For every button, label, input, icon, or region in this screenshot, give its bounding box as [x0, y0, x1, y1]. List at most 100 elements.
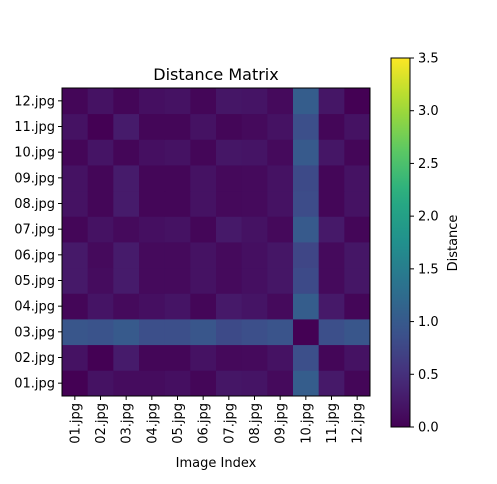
heatmap-cell	[164, 190, 191, 217]
heatmap-cell	[113, 113, 140, 140]
heatmap-cell	[344, 319, 371, 346]
colorbar-tick-label: 2.5	[418, 157, 439, 172]
heatmap-cell	[267, 293, 294, 320]
heatmap-cell	[216, 344, 243, 371]
heatmap-cell	[241, 242, 268, 269]
colorbar-tick-label: 0.0	[418, 421, 439, 436]
y-tick-label: 05.jpg	[14, 274, 55, 289]
heatmap-cell	[190, 113, 217, 140]
heatmap-cell	[267, 190, 294, 217]
heatmap-cell	[267, 242, 294, 269]
heatmap-cell	[164, 267, 191, 294]
heatmap-cell	[62, 319, 89, 346]
heatmap-cell	[344, 165, 371, 192]
colorbar-tick-label: 3.0	[418, 104, 439, 119]
heatmap-cell	[318, 293, 345, 320]
y-tick-label: 09.jpg	[14, 171, 55, 186]
heatmap-cell	[190, 139, 217, 166]
heatmap-cell	[113, 370, 140, 397]
heatmap-cell	[139, 165, 166, 192]
heatmap-cell	[113, 88, 140, 115]
heatmap-cell	[267, 216, 294, 243]
heatmap-cell	[62, 113, 89, 140]
heatmap-cell	[344, 139, 371, 166]
heatmap-cell	[62, 242, 89, 269]
heatmap-cell	[87, 113, 114, 140]
heatmap-cell	[318, 88, 345, 115]
heatmap-cell	[216, 267, 243, 294]
heatmap-cell	[87, 190, 114, 217]
heatmap-cell	[139, 242, 166, 269]
y-tick-label: 11.jpg	[14, 120, 55, 135]
heatmap-cell	[87, 88, 114, 115]
heatmap-cell	[190, 370, 217, 397]
heatmap-cell	[139, 216, 166, 243]
heatmap-cell	[190, 190, 217, 217]
colorbar-tick-label: 3.5	[418, 52, 439, 67]
heatmap-cell	[62, 139, 89, 166]
heatmap-cell	[344, 242, 371, 269]
heatmap-cell	[293, 88, 320, 115]
heatmap-cell	[62, 370, 89, 397]
heatmap-cell	[241, 370, 268, 397]
heatmap-cell	[164, 370, 191, 397]
heatmap-cell	[139, 113, 166, 140]
heatmap-cell	[216, 139, 243, 166]
heatmap-cell	[62, 267, 89, 294]
heatmap-cell	[62, 216, 89, 243]
heatmap-cell	[190, 319, 217, 346]
heatmap-cell	[293, 113, 320, 140]
heatmap-cell	[87, 344, 114, 371]
heatmap-cell	[293, 267, 320, 294]
heatmap-cell	[241, 319, 268, 346]
x-tick-label: 06.jpg	[197, 403, 212, 444]
heatmap-cell	[164, 293, 191, 320]
heatmap-cell	[164, 242, 191, 269]
heatmap-cell	[267, 344, 294, 371]
heatmap-cell	[216, 113, 243, 140]
heatmap-cell	[318, 139, 345, 166]
heatmap-cell	[113, 267, 140, 294]
heatmap-cell	[113, 139, 140, 166]
x-tick-label: 05.jpg	[171, 403, 186, 444]
heatmap-cell	[318, 370, 345, 397]
heatmap-cell	[293, 319, 320, 346]
x-tick-label: 10.jpg	[299, 403, 314, 444]
heatmap-cell	[139, 139, 166, 166]
colorbar-tick-label: 1.0	[418, 315, 439, 330]
heatmap-cell	[87, 370, 114, 397]
heatmap-cell	[241, 216, 268, 243]
heatmap-cell	[164, 113, 191, 140]
y-tick-label: 02.jpg	[14, 351, 55, 366]
heatmap-cell	[293, 216, 320, 243]
heatmap-cell	[164, 344, 191, 371]
y-tick-label: 04.jpg	[14, 300, 55, 315]
heatmap-cell	[164, 165, 191, 192]
heatmap-cell	[139, 190, 166, 217]
heatmap-cell	[164, 88, 191, 115]
heatmap-cell	[139, 370, 166, 397]
y-tick-label: 08.jpg	[14, 197, 55, 212]
heatmap-cell	[190, 344, 217, 371]
heatmap-cell	[113, 216, 140, 243]
heatmap-cell	[318, 267, 345, 294]
y-axis: 01.jpg 02.jpg 03.jpg 04.jpg 05.jpg 06.jpg 07.j…	[14, 94, 62, 392]
heatmap-cell	[87, 267, 114, 294]
y-tick-label: 12.jpg	[14, 94, 55, 109]
heatmap-cell	[267, 139, 294, 166]
heatmap-cell	[293, 370, 320, 397]
heatmap-cell	[190, 216, 217, 243]
heatmap-cell	[318, 190, 345, 217]
colorbar-tick-label: 0.5	[418, 368, 439, 383]
heatmap-cell	[87, 216, 114, 243]
heatmap-cell	[344, 190, 371, 217]
heatmap-cell	[344, 216, 371, 243]
heatmap-cell	[190, 242, 217, 269]
heatmap-cell	[139, 319, 166, 346]
heatmap-cell	[216, 216, 243, 243]
heatmap-cell	[318, 319, 345, 346]
heatmap-cell	[293, 139, 320, 166]
x-tick-label: 12.jpg	[351, 403, 366, 444]
heatmap-cell	[293, 344, 320, 371]
